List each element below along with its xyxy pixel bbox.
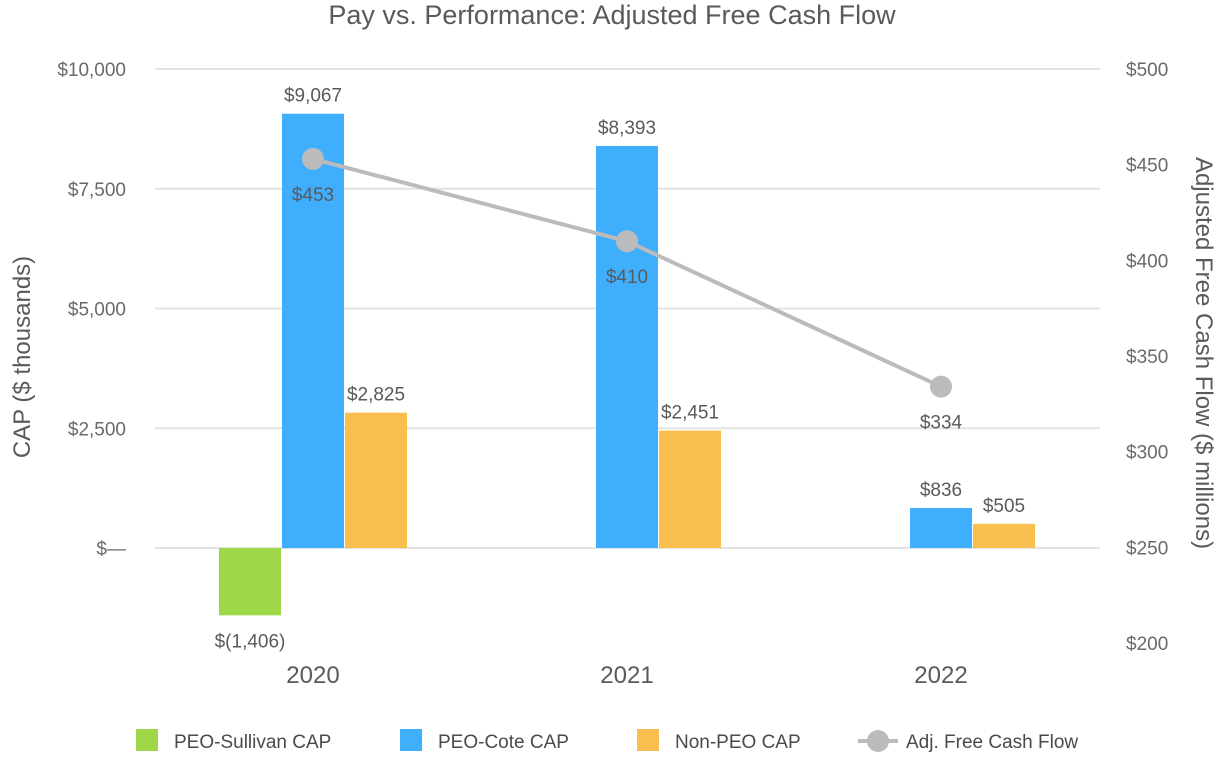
bar-data-label: $836 bbox=[920, 480, 962, 501]
y2-axis-ticks: $500 $450 $400 $350 $300 $250 $200 bbox=[1126, 60, 1168, 655]
legend: PEO-Sullivan CAP PEO-Cote CAP Non-PEO CAP A… bbox=[136, 729, 1078, 753]
bar-data-label: $(1,406) bbox=[215, 631, 286, 652]
bar bbox=[596, 145, 658, 549]
y-tick-label: $2,500 bbox=[68, 419, 126, 440]
x-category-label: 2022 bbox=[914, 662, 967, 689]
legend-item: Adj. Free Cash Flow bbox=[858, 730, 1078, 753]
y2-tick-label: $400 bbox=[1126, 251, 1168, 272]
line-point bbox=[616, 230, 638, 253]
legend-label: Non-PEO CAP bbox=[675, 732, 801, 753]
bar bbox=[345, 412, 407, 548]
y-axis-title: CAP ($ thousands) bbox=[9, 256, 36, 458]
bar-data-label: $2,451 bbox=[661, 403, 719, 424]
line-data-label: $334 bbox=[920, 413, 963, 434]
bar-data-label: $2,825 bbox=[347, 385, 405, 406]
y2-tick-label: $350 bbox=[1126, 347, 1168, 368]
y2-tick-label: $250 bbox=[1126, 538, 1168, 559]
x-category-label: 2020 bbox=[286, 662, 339, 689]
legend-swatch-marker bbox=[867, 730, 889, 752]
legend-label: PEO-Sullivan CAP bbox=[174, 732, 331, 753]
bar-data-label: $505 bbox=[983, 496, 1025, 517]
line-point bbox=[930, 375, 952, 398]
legend-label: Adj. Free Cash Flow bbox=[906, 732, 1078, 753]
line-data-label: $453 bbox=[292, 185, 334, 206]
line-data-label: $410 bbox=[606, 267, 648, 288]
bar-data-label: $9,067 bbox=[284, 86, 342, 107]
legend-label: PEO-Cote CAP bbox=[438, 732, 569, 753]
y-axis-ticks: $10,000 $7,500 $5,000 $2,500 $— bbox=[57, 60, 126, 560]
bar bbox=[973, 523, 1035, 548]
bars bbox=[219, 113, 1035, 616]
y-tick-label: $5,000 bbox=[68, 300, 126, 321]
y2-tick-label: $500 bbox=[1126, 60, 1168, 81]
y2-tick-label: $450 bbox=[1126, 156, 1168, 177]
legend-swatch bbox=[400, 729, 422, 751]
bar bbox=[219, 548, 281, 616]
legend-swatch bbox=[136, 729, 158, 751]
x-category-label: 2021 bbox=[600, 662, 653, 689]
y2-tick-label: $300 bbox=[1126, 443, 1168, 464]
legend-item: Non-PEO CAP bbox=[637, 729, 801, 753]
bar-data-label: $8,393 bbox=[598, 118, 656, 139]
legend-swatch bbox=[637, 729, 659, 751]
y-tick-label: $7,500 bbox=[68, 180, 126, 201]
legend-item: PEO-Sullivan CAP bbox=[136, 729, 331, 753]
y-tick-label: $— bbox=[96, 539, 126, 560]
bar bbox=[910, 507, 972, 548]
y2-tick-label: $200 bbox=[1126, 634, 1168, 655]
y2-axis-title: Adjusted Free Cash Flow ($ millions) bbox=[1190, 157, 1217, 549]
chart-title: Pay vs. Performance: Adjusted Free Cash … bbox=[328, 0, 896, 30]
x-axis-categories: 2020 2021 2022 bbox=[286, 662, 967, 689]
bar bbox=[659, 430, 721, 548]
y-tick-label: $10,000 bbox=[57, 60, 126, 81]
line-point bbox=[302, 147, 324, 170]
bar bbox=[282, 113, 344, 548]
legend-item: PEO-Cote CAP bbox=[400, 729, 569, 753]
data-labels: $(1,406) $9,067 $8,393 $836 $2,825 $2,451 $505… bbox=[215, 86, 1026, 653]
line-series bbox=[302, 147, 952, 398]
